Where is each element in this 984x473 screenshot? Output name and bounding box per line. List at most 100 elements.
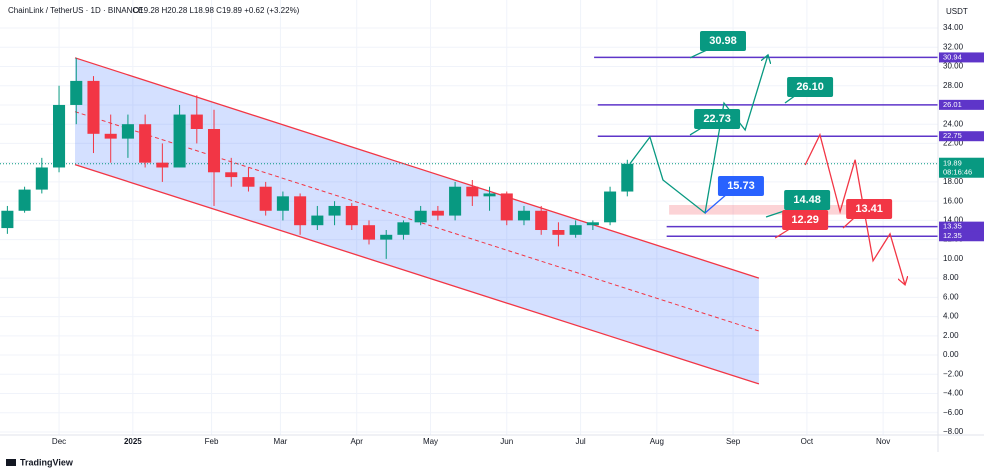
level-tag-label: 13.35: [943, 222, 962, 231]
level-tag: [939, 221, 984, 232]
level-tag: [939, 131, 984, 142]
projection-path: [804, 132, 905, 285]
candle-body: [621, 163, 634, 192]
candle-body: [535, 210, 548, 231]
currency: USDT: [946, 7, 968, 16]
y-tick-label: 32.00: [943, 42, 964, 51]
annotation-box: [694, 108, 741, 129]
candle-body: [190, 114, 203, 129]
y-tick-label: −4.00: [943, 389, 964, 398]
annotation-box: [784, 189, 831, 210]
brand-logo: [6, 459, 16, 466]
level-tag: [939, 52, 984, 63]
annotation-label: 13.41: [855, 203, 883, 215]
annotation-box: [717, 175, 764, 196]
annotation-box: [787, 76, 834, 97]
x-tick-label: Jul: [575, 437, 585, 446]
candle-body: [569, 225, 582, 235]
candle-body: [362, 225, 376, 240]
candle-body: [70, 80, 83, 105]
y-tick-label: −8.00: [943, 427, 964, 436]
annotation-box: [782, 210, 829, 231]
y-tick-label: 8.00: [943, 273, 959, 282]
candle-body: [294, 196, 307, 226]
annotation-label: 12.29: [791, 214, 819, 226]
annotation-label: 14.48: [793, 194, 821, 206]
candle-body: [345, 205, 358, 226]
y-tick-label: 34.00: [943, 23, 964, 32]
annotation-label: 15.73: [727, 180, 755, 192]
level-tag-label: 22.75: [943, 131, 962, 140]
countdown: 08:16:46: [943, 168, 972, 177]
candle-body: [259, 186, 272, 211]
y-tick-label: 28.00: [943, 81, 964, 90]
candle-body: [449, 186, 462, 216]
candle-body: [604, 191, 617, 223]
candle-body: [53, 104, 66, 168]
y-tick-label: 16.00: [943, 196, 964, 205]
annotation-box: [846, 199, 893, 220]
candle-body: [466, 186, 479, 197]
candle-body: [500, 193, 513, 221]
x-tick-label: Apr: [350, 437, 363, 446]
last-price-tag: [939, 157, 984, 178]
candle-body: [552, 230, 565, 235]
level-tag-label: 26.01: [943, 100, 962, 109]
candle-body: [87, 80, 100, 134]
candle-body: [207, 128, 221, 173]
candle-body: [35, 167, 48, 190]
y-tick-label: 18.00: [943, 177, 964, 186]
symbol: ChainLink / TetherUS · 1D · BINANCE: [8, 6, 143, 15]
x-tick-label: Dec: [52, 437, 66, 446]
annotation-pointer: [704, 193, 728, 214]
candle-body: [225, 172, 238, 178]
candle-body: [380, 234, 393, 240]
x-tick-label: Mar: [274, 437, 288, 446]
candle-body: [104, 133, 117, 139]
candle-body: [311, 215, 324, 226]
y-tick-label: 14.00: [943, 215, 964, 224]
grid: [0, 0, 938, 435]
candle-body: [121, 124, 134, 139]
candle-body: [431, 210, 444, 216]
candle-body: [414, 210, 427, 223]
candle-body: [276, 196, 289, 211]
level-tag-label: 12.35: [943, 231, 962, 240]
x-tick-label: Jun: [500, 437, 513, 446]
x-tick-label: 2025: [124, 437, 142, 446]
candle-body: [156, 162, 169, 168]
x-tick-label: Nov: [876, 437, 890, 446]
ohlc: O19.28 H20.28 L18.98 C19.89 +0.62 (+3.22…: [133, 6, 300, 15]
channel-upper: [74, 57, 760, 279]
candle-body: [173, 114, 186, 168]
level-tag-label: 30.94: [943, 52, 962, 61]
y-tick-label: 30.00: [943, 62, 964, 71]
level-tag: [939, 99, 984, 110]
last-price-label: 19.89: [943, 159, 962, 168]
candle-body: [517, 210, 531, 221]
x-tick-label: Aug: [650, 437, 664, 446]
channel-lower: [74, 163, 760, 385]
annotation-box: [699, 30, 746, 51]
y-tick-label: 2.00: [943, 331, 959, 340]
candle-body: [18, 189, 31, 211]
y-tick-label: 6.00: [943, 292, 959, 301]
y-tick-label: 4.00: [943, 312, 959, 321]
candle-body: [397, 222, 410, 235]
y-tick-label: −2.00: [943, 369, 964, 378]
x-tick-label: Oct: [801, 437, 814, 446]
candle-body: [483, 193, 496, 197]
zone: [669, 204, 864, 215]
annotation-label: 26.10: [796, 81, 824, 93]
y-tick-label: 24.00: [943, 119, 964, 128]
brand: TradingView: [20, 457, 74, 467]
x-tick-label: May: [423, 437, 438, 446]
candle-body: [328, 205, 341, 216]
candle-body: [586, 222, 599, 226]
y-tick-label: 22.00: [943, 139, 964, 148]
y-tick-label: 0.00: [943, 350, 959, 359]
candle-body: [242, 177, 255, 187]
annotation-label: 30.98: [709, 35, 737, 47]
x-tick-label: Sep: [726, 437, 741, 446]
